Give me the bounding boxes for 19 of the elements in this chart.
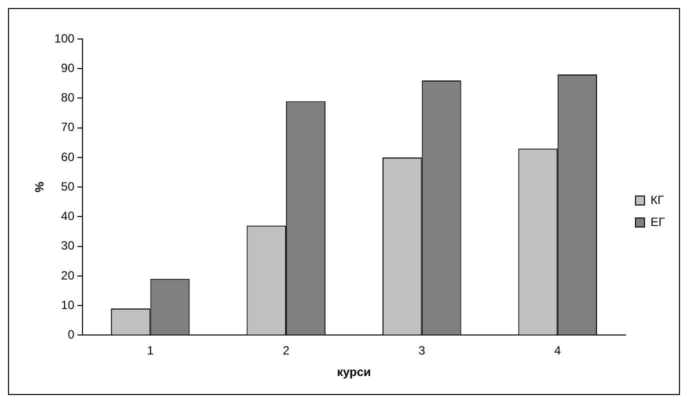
y-tick-label: 90: [61, 60, 75, 75]
y-tick-label: 80: [61, 90, 75, 105]
y-tick-label: 70: [61, 120, 75, 134]
x-tick-label: 1: [146, 344, 154, 358]
x-tick-label: 3: [418, 344, 426, 358]
y-tick-label: 0: [68, 328, 75, 342]
y-axis-title: %: [32, 181, 47, 192]
y-tick-label: 100: [54, 31, 75, 46]
legend-label: КГ: [650, 192, 664, 207]
y-tick-label: 40: [61, 209, 75, 224]
x-axis-title: курси: [337, 365, 371, 380]
legend-label: ЕГ: [650, 214, 666, 229]
x-tick-label: 4: [554, 344, 562, 358]
y-tick-label: 60: [61, 150, 75, 164]
y-tick-label: 20: [61, 268, 75, 282]
y-tick-label: 50: [61, 179, 75, 194]
x-tick-label: 2: [282, 344, 290, 358]
y-tick-label: 30: [61, 238, 75, 253]
y-tick-label: 10: [61, 298, 75, 312]
